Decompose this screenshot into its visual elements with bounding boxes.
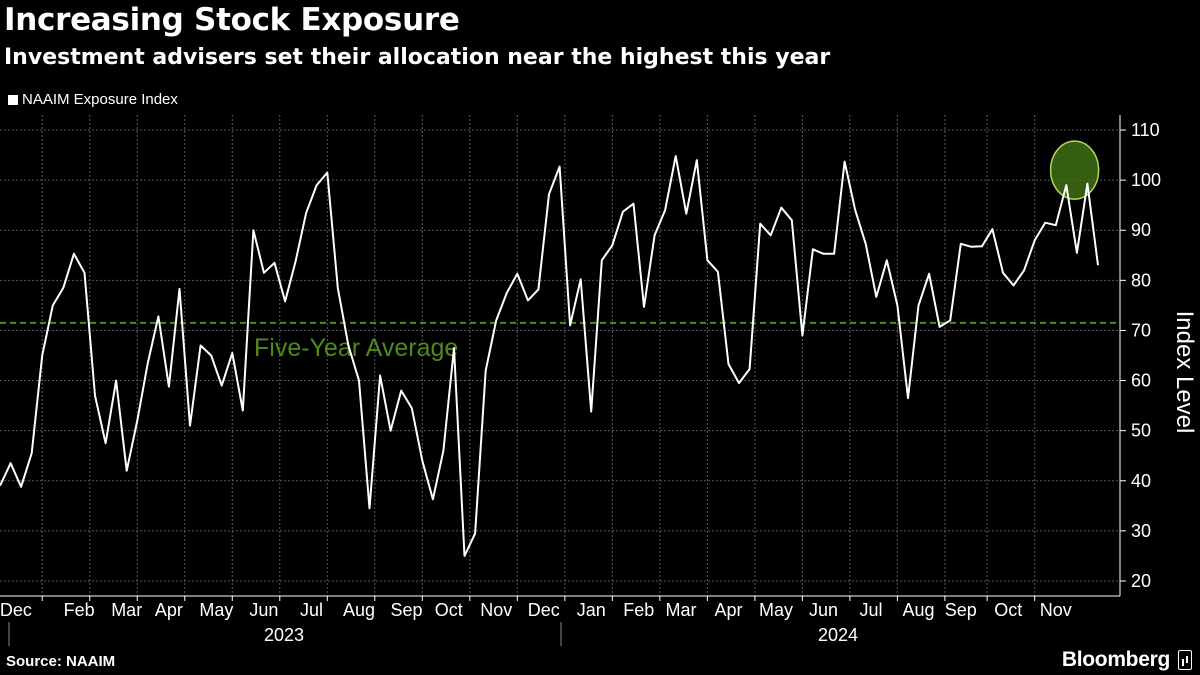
x-tick-label: Mar [111, 600, 142, 620]
y-tick-label: 110 [1131, 120, 1160, 140]
x-tick-label: Nov [480, 600, 512, 620]
legend: NAAIM Exposure Index [8, 91, 178, 108]
chart-subtitle: Investment advisers set their allocation… [4, 45, 831, 70]
x-tick-label: May [199, 600, 233, 620]
highlight-circle [1049, 140, 1100, 200]
x-tick-label: Oct [994, 600, 1022, 620]
y-axis-title: Index Level [1171, 311, 1198, 434]
x-tick-label: Aug [343, 600, 375, 620]
x-tick-label: Sep [945, 600, 977, 620]
brand-name: Bloomberg [1061, 648, 1170, 671]
y-tick-label: 60 [1131, 371, 1151, 391]
x-tick-label: Dec [528, 600, 560, 620]
y-tick-label: 40 [1131, 471, 1151, 491]
y-tick-label: 30 [1131, 521, 1151, 541]
year-label: 2024 [818, 625, 858, 645]
x-tick-label: Sep [390, 600, 422, 620]
x-tick-label: Apr [714, 600, 742, 620]
x-tick-label: Feb [623, 600, 654, 620]
x-tick-label: Feb [64, 600, 95, 620]
x-tick-label: Nov [1040, 600, 1072, 620]
y-tick-label: 80 [1131, 270, 1151, 290]
y-tick-label: 100 [1131, 170, 1161, 190]
x-tick-label: Jun [249, 600, 278, 620]
average-label: Five-Year Average [254, 334, 458, 362]
year-label: 2023 [264, 625, 304, 645]
x-tick-label: Jan [577, 600, 606, 620]
x-tick-label: Mar [665, 600, 696, 620]
y-tick-label: 50 [1131, 421, 1151, 441]
x-tick-label: Apr [155, 600, 183, 620]
x-tick-label: May [759, 600, 793, 620]
x-tick-label: Dec [0, 600, 32, 620]
source-note: Source: NAAIM [6, 653, 116, 670]
x-tick-label: Jun [809, 600, 838, 620]
legend-label: NAAIM Exposure Index [22, 91, 178, 108]
y-tick-label: 70 [1131, 320, 1151, 340]
x-tick-label: Oct [435, 600, 463, 620]
chart-title: Increasing Stock Exposure [4, 2, 460, 38]
y-tick-label: 20 [1131, 571, 1151, 591]
legend-swatch [8, 94, 18, 105]
y-tick-label: 90 [1131, 220, 1151, 240]
x-tick-label: Jul [860, 600, 883, 620]
bloomberg-chart-icon [1178, 650, 1192, 670]
brand: Bloomberg [1062, 648, 1192, 672]
series-line-naaim [0, 155, 1099, 557]
x-tick-label: Aug [903, 600, 935, 620]
x-tick-label: Jul [300, 600, 323, 620]
